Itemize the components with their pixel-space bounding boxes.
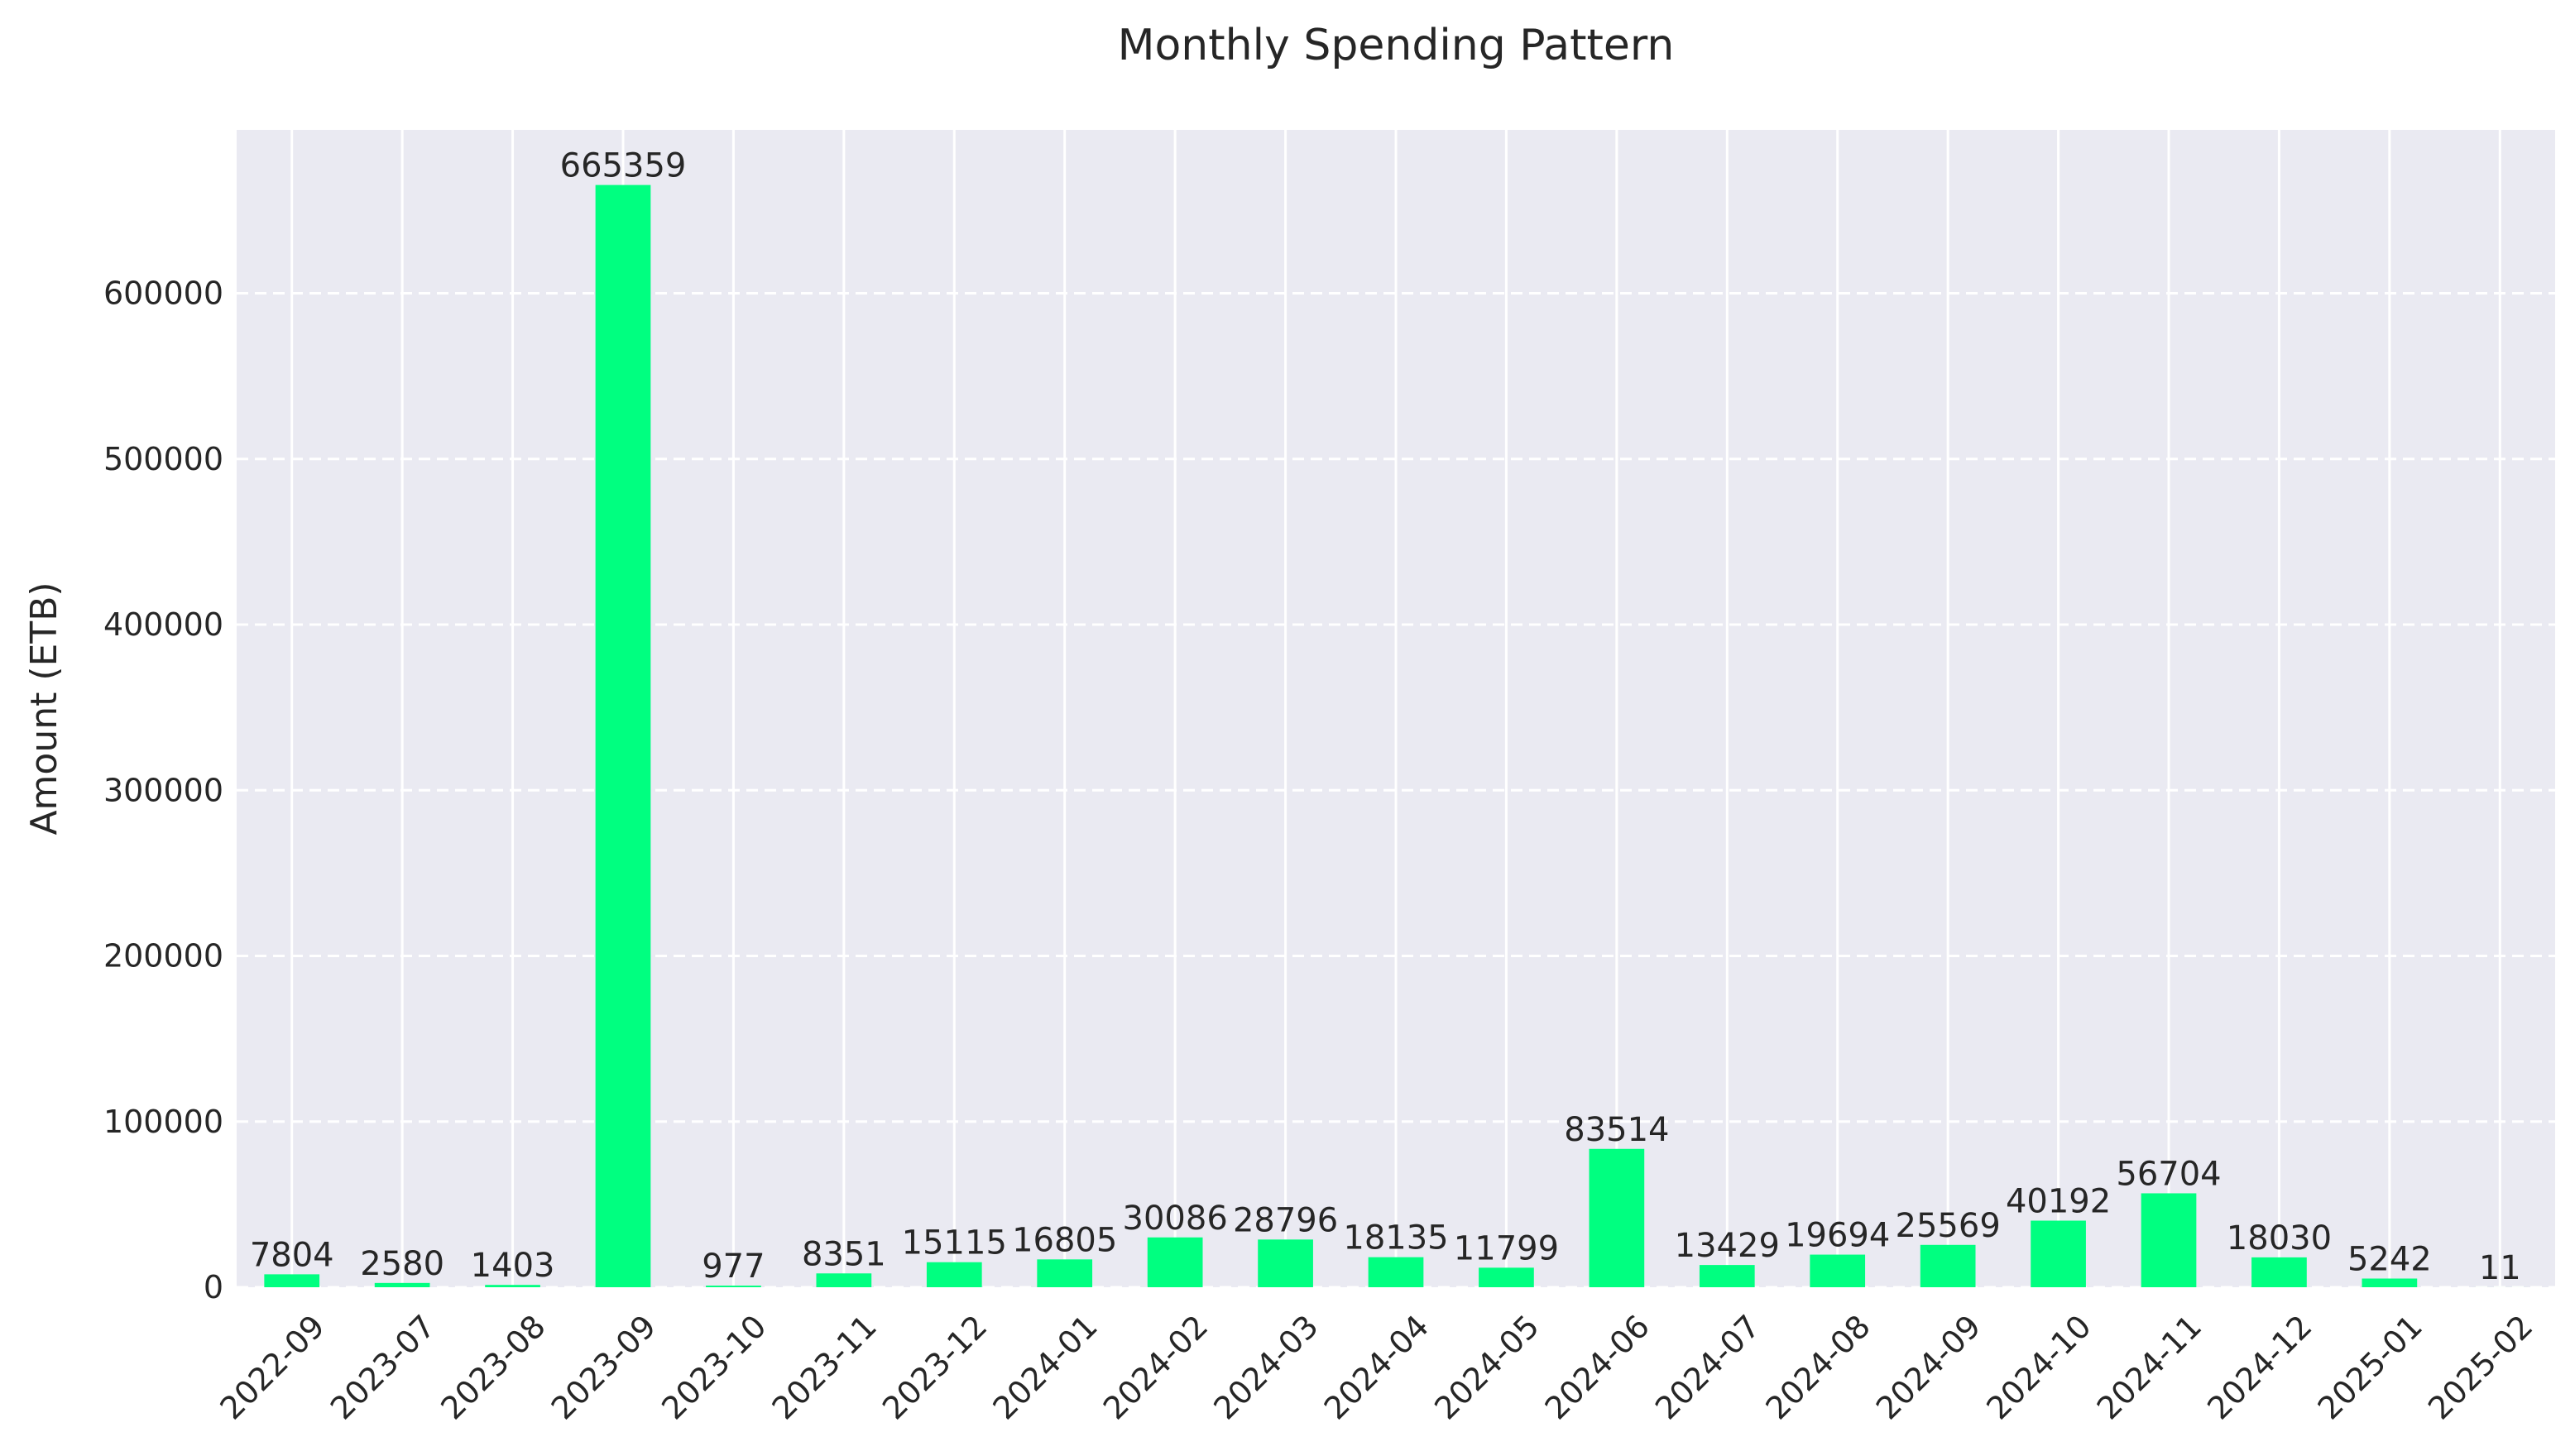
bar-2024-09 <box>1920 1245 1976 1287</box>
x-axis-ticks: 2022-092023-072023-082023-092023-102023-… <box>213 1308 2539 1426</box>
value-label-2024-02: 30086 <box>1123 1200 1228 1238</box>
bar-2024-01 <box>1037 1259 1092 1287</box>
x-tick-label: 2024-10 <box>1979 1308 2098 1426</box>
bar-2023-09 <box>596 185 651 1287</box>
value-label-2023-09: 665359 <box>560 147 687 185</box>
value-label-2024-06: 83514 <box>1564 1111 1669 1149</box>
value-label-2024-10: 40192 <box>2006 1183 2111 1221</box>
x-tick-label: 2024-08 <box>1758 1308 1877 1426</box>
value-label-2023-10: 977 <box>702 1248 765 1286</box>
x-tick-label: 2024-07 <box>1648 1308 1767 1426</box>
bar-2024-03 <box>1258 1239 1313 1287</box>
bar-2023-07 <box>375 1283 430 1287</box>
x-tick-label: 2024-04 <box>1317 1308 1436 1426</box>
bar-2023-12 <box>927 1262 982 1287</box>
y-tick-label: 0 <box>204 1269 223 1305</box>
x-tick-label: 2025-01 <box>2311 1308 2429 1426</box>
value-label-2024-11: 56704 <box>2116 1155 2221 1193</box>
x-tick-label: 2023-10 <box>655 1308 773 1426</box>
value-label-2023-08: 1403 <box>471 1247 555 1285</box>
y-tick-label: 100000 <box>103 1104 223 1140</box>
x-tick-label: 2024-12 <box>2200 1308 2318 1426</box>
bar-2024-10 <box>2031 1221 2086 1287</box>
x-tick-label: 2024-11 <box>2090 1308 2208 1426</box>
bar-2025-01 <box>2362 1279 2418 1287</box>
bar-2024-08 <box>1810 1255 1865 1287</box>
value-label-2023-11: 8351 <box>802 1235 886 1273</box>
y-tick-label: 600000 <box>103 275 223 312</box>
value-label-2025-01: 5242 <box>2347 1241 2432 1279</box>
y-tick-label: 400000 <box>103 606 223 643</box>
bar-2024-11 <box>2141 1193 2197 1287</box>
value-label-2022-09: 7804 <box>250 1236 334 1274</box>
value-label-2025-02: 11 <box>2479 1249 2521 1287</box>
bar-2023-10 <box>706 1286 761 1287</box>
x-tick-label: 2025-02 <box>2421 1308 2539 1426</box>
value-label-2024-08: 19694 <box>1785 1217 1890 1255</box>
x-tick-label: 2024-09 <box>1869 1308 1988 1426</box>
x-tick-label: 2023-09 <box>544 1308 663 1426</box>
bar-2022-09 <box>264 1274 319 1287</box>
value-label-2024-01: 16805 <box>1012 1221 1117 1259</box>
bar-2024-12 <box>2251 1257 2307 1287</box>
bar-2023-11 <box>817 1273 872 1287</box>
value-label-2024-09: 25569 <box>1896 1207 2001 1245</box>
chart-title: Monthly Spending Pattern <box>1118 21 1675 70</box>
value-label-2023-12: 15115 <box>902 1224 1007 1262</box>
bar-2024-05 <box>1479 1267 1534 1287</box>
value-label-2024-04: 18135 <box>1343 1219 1448 1257</box>
bar-2024-04 <box>1369 1257 1424 1287</box>
x-tick-label: 2024-03 <box>1206 1308 1325 1426</box>
x-tick-label: 2023-12 <box>875 1308 994 1426</box>
x-tick-label: 2022-09 <box>213 1308 331 1426</box>
bar-2024-07 <box>1700 1265 1755 1287</box>
x-tick-label: 2024-06 <box>1538 1308 1657 1426</box>
bar-2023-08 <box>485 1285 540 1287</box>
x-tick-label: 2023-08 <box>434 1308 552 1426</box>
y-tick-label: 500000 <box>103 441 223 477</box>
y-axis-ticks: 0 100000 200000 300000 400000 500000 600000 <box>103 275 223 1305</box>
y-tick-label: 200000 <box>103 938 223 975</box>
x-tick-label: 2023-11 <box>765 1308 884 1426</box>
bar-2024-02 <box>1148 1238 1203 1287</box>
x-tick-label: 2024-02 <box>1096 1308 1215 1426</box>
value-label-2024-03: 28796 <box>1233 1201 1338 1239</box>
bar-2024-06 <box>1590 1149 1645 1287</box>
y-tick-label: 300000 <box>103 772 223 808</box>
x-tick-label: 2024-05 <box>1427 1308 1546 1426</box>
x-tick-label: 2023-07 <box>324 1308 442 1426</box>
value-label-2024-12: 18030 <box>2227 1219 2332 1257</box>
value-label-2024-07: 13429 <box>1675 1227 1780 1265</box>
value-label-2024-05: 11799 <box>1454 1229 1559 1267</box>
value-label-2023-07: 2580 <box>360 1245 444 1283</box>
y-axis-label: Amount (ETB) <box>23 582 65 835</box>
x-tick-label: 2024-01 <box>985 1308 1104 1426</box>
